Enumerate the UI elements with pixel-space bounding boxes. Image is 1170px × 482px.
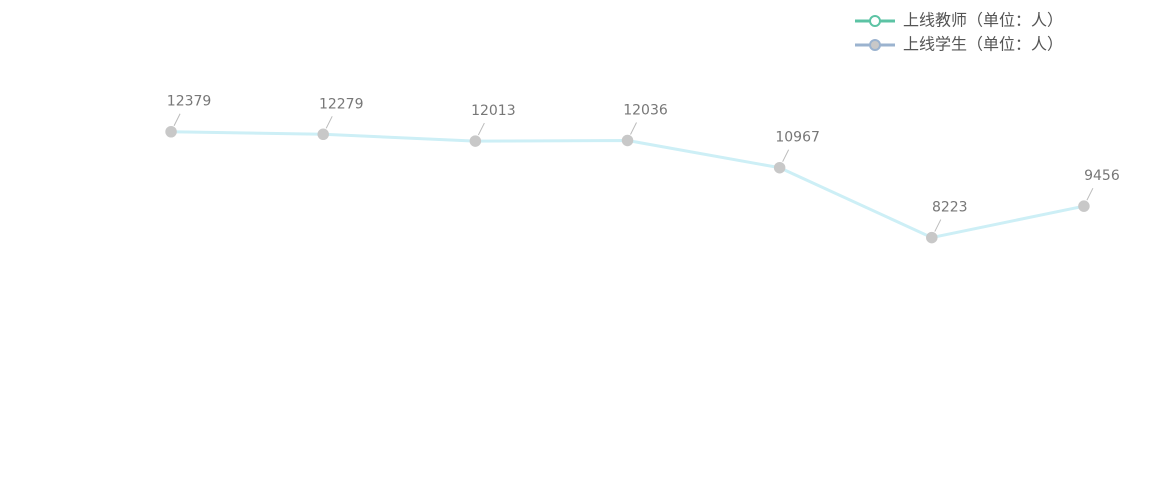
label-leader [630,122,637,135]
legend-label: 上线学生（单位：人） [903,35,1063,54]
label-leader [1086,187,1094,201]
legend-label: 上线教师（单位：人） [903,11,1063,30]
legend-marker [869,15,881,27]
data-label: 12036 [623,102,668,118]
legend: 上线教师（单位：人） 上线学生（单位：人） [855,11,1063,54]
data-point [773,161,786,174]
label-leader [782,149,790,162]
data-label: 10967 [775,130,820,146]
data-label: 9456 [1084,168,1120,184]
series-line [171,130,1085,240]
legend-marker [869,39,881,51]
label-leader [934,219,942,232]
data-label: 12279 [319,96,364,112]
data-label: 12013 [471,103,516,119]
data-point [1078,200,1090,212]
label-leader [173,113,181,126]
label-leader [325,116,333,129]
label-leader [477,122,485,136]
data-point [926,231,938,244]
data-point [469,135,482,147]
data-point [621,134,634,147]
data-point [317,128,329,141]
data-point [165,125,177,138]
data-label: 8223 [932,200,968,216]
data-label: 12379 [167,94,212,110]
